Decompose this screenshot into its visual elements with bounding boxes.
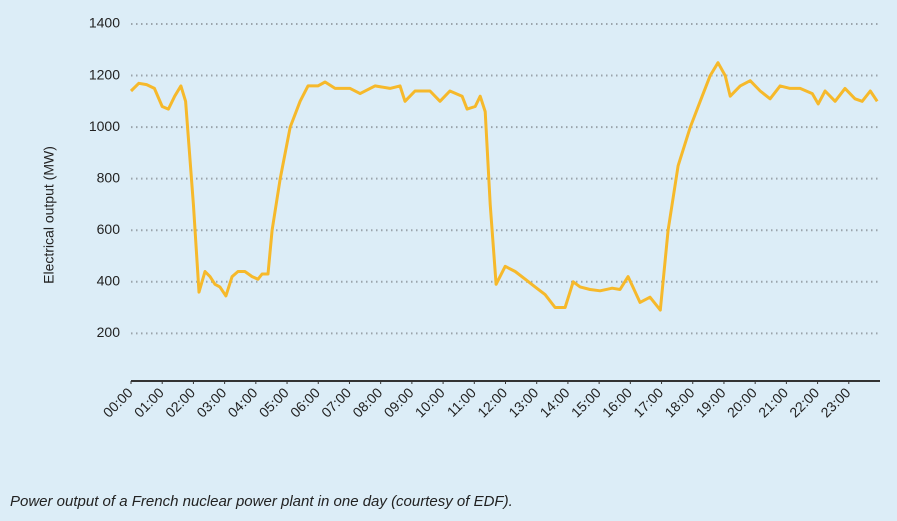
- x-tick-label: 14:00: [537, 384, 573, 420]
- x-tick-label: 01:00: [131, 384, 167, 420]
- x-tick-label: 06:00: [287, 384, 323, 420]
- x-tick-label: 10:00: [412, 384, 448, 420]
- x-tick-label: 04:00: [224, 384, 260, 420]
- x-tick-label: 16:00: [599, 384, 635, 420]
- y-tick-label: 800: [97, 169, 121, 185]
- x-tick-label: 05:00: [256, 384, 292, 420]
- x-tick-label: 07:00: [318, 384, 354, 420]
- x-tick-label: 19:00: [693, 384, 729, 420]
- x-tick-label: 08:00: [349, 384, 385, 420]
- y-tick-label: 400: [97, 272, 121, 288]
- x-tick-label: 21:00: [755, 384, 791, 420]
- y-tick-label: 600: [97, 221, 121, 237]
- x-tick-label: 03:00: [193, 384, 229, 420]
- x-tick-label: 02:00: [162, 384, 198, 420]
- x-tick-label: 23:00: [817, 384, 853, 420]
- x-tick-label: 00:00: [100, 384, 136, 420]
- y-tick-label: 1400: [89, 15, 120, 31]
- x-tick-label: 11:00: [444, 384, 480, 420]
- x-tick-label: 15:00: [568, 384, 604, 420]
- x-tick-label: 22:00: [786, 384, 822, 420]
- data-line: [129, 61, 879, 312]
- x-tick-label: 20:00: [724, 384, 760, 420]
- x-tick-label: 09:00: [381, 384, 417, 420]
- x-tick-label: 12:00: [474, 384, 510, 420]
- y-axis-label: Electrical output (MW): [41, 146, 57, 284]
- x-tick-label: 17:00: [630, 384, 666, 420]
- y-tick-label: 1000: [89, 118, 120, 134]
- x-tick-label: 18:00: [661, 384, 697, 420]
- y-tick-label: 1200: [89, 66, 120, 82]
- caption: Power output of a French nuclear power p…: [10, 493, 513, 510]
- y-tick-label: 200: [97, 324, 121, 340]
- x-tick-label: 13:00: [505, 384, 541, 420]
